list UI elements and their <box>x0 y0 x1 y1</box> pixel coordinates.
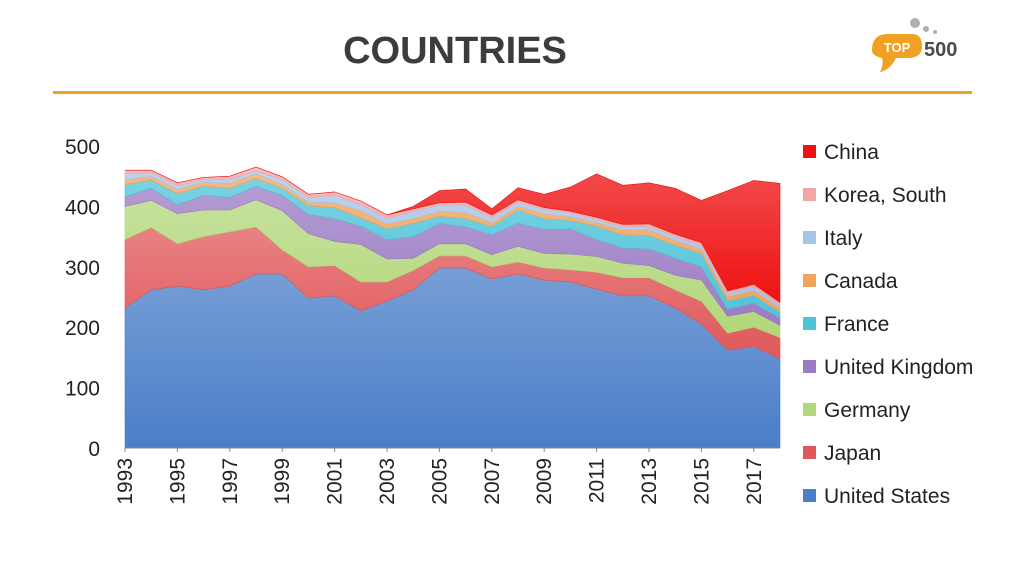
area-china <box>125 166 781 303</box>
x-tick-label: 1995 <box>166 458 189 505</box>
x-tick-label: 2009 <box>533 458 556 505</box>
y-tick-label: 500 <box>65 136 100 159</box>
legend-swatch-japan <box>803 446 816 459</box>
x-tick-label: 2005 <box>428 458 451 505</box>
legend-label-canada: Canada <box>824 270 898 293</box>
legend-label-germany: Germany <box>824 399 911 422</box>
x-tick-label: 1997 <box>219 458 242 505</box>
x-tick-label: 2017 <box>743 458 766 505</box>
x-tick-label: 2013 <box>638 458 661 505</box>
x-tick-label: 2015 <box>690 458 713 505</box>
title-divider <box>53 91 972 94</box>
x-tick-label: 1993 <box>114 458 137 505</box>
x-tick-label: 2011 <box>586 458 609 503</box>
legend-swatch-united-kingdom <box>803 360 816 373</box>
legend-label-japan: Japan <box>824 442 881 465</box>
legend-label-united-kingdom: United Kingdom <box>824 356 973 379</box>
x-tick-label: 2007 <box>481 458 504 505</box>
legend-swatch-canada <box>803 274 816 287</box>
legend-label-france: France <box>824 313 889 336</box>
y-tick-label: 100 <box>65 378 100 401</box>
plot-areas <box>124 166 781 449</box>
legend-swatch-korea-south <box>803 188 816 201</box>
top500-logo: TOP 500 <box>868 14 978 74</box>
x-tick-label: 2003 <box>376 458 399 505</box>
legend-label-united-states: United States <box>824 485 950 508</box>
y-tick-label: 200 <box>65 317 100 340</box>
legend: China Korea, South Italy Canada France United… <box>803 141 973 508</box>
legend-swatch-france <box>803 317 816 330</box>
y-tick-label: 0 <box>88 438 100 461</box>
legend-swatch-china <box>803 145 816 158</box>
page-title: COUNTRIES <box>343 30 567 72</box>
logo-number-text: 500 <box>924 39 957 61</box>
x-tick-label: 2001 <box>324 458 347 505</box>
y-tick-label: 400 <box>65 196 100 219</box>
axes: 0 100 200 300 400 500 1993 1995 1997 1999 2001 2003… <box>65 136 780 505</box>
x-tick-label: 1999 <box>271 458 294 505</box>
logo-badge-text: TOP <box>884 40 911 55</box>
top500-logo-graphic: TOP 500 <box>872 18 957 72</box>
legend-swatch-germany <box>803 403 816 416</box>
y-tick-label: 300 <box>65 257 100 280</box>
legend-swatch-united-states <box>803 489 816 502</box>
legend-label-italy: Italy <box>824 227 863 250</box>
legend-swatch-italy <box>803 231 816 244</box>
legend-label-china: China <box>824 141 879 164</box>
legend-label-korea-south: Korea, South <box>824 184 947 207</box>
